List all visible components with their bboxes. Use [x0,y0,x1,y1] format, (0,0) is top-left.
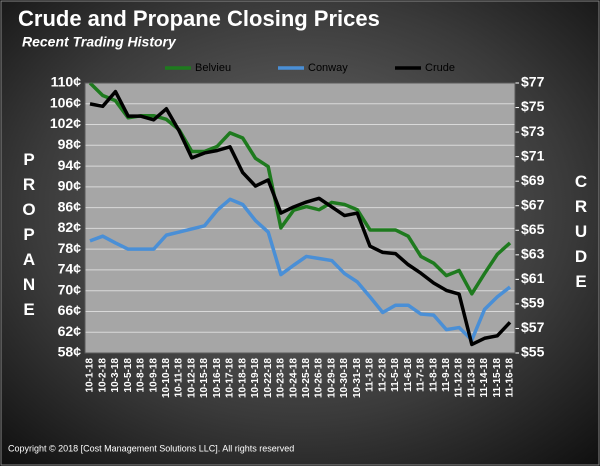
x-tick-label: 11-8-18 [428,358,439,392]
x-tick-label: 11-9-18 [441,358,452,392]
x-tick-label: 10-30-18 [339,358,350,398]
x-tick-label: 10-3-18 [110,358,121,393]
y-axis-title: PROPANE [20,150,39,325]
series-line [89,197,512,342]
x-tick-label: 11-2-18 [377,358,388,392]
x-tick-label: 11-6-18 [403,358,414,392]
y-tick-label: 90¢ [58,178,82,194]
y2-tick-label: $59 [521,295,545,311]
legend-label: Crude [425,62,455,74]
y2-tick-label: $71 [521,147,545,163]
x-tick-label: 11-1-18 [365,358,376,392]
x-tick-label: 10-9-18 [148,358,159,393]
series-line [89,89,512,347]
y-tick-label: 102¢ [50,115,81,131]
series-line [88,81,512,296]
y-tick-label: 94¢ [58,157,82,173]
x-tick-label: 11-5-18 [390,358,401,392]
y2-tick-label: $75 [521,98,545,114]
y2-tick-label: $69 [521,172,545,188]
y2-tick-label: $61 [521,270,545,286]
x-tick-label: 10-22-18 [263,358,274,398]
legend-label: Conway [308,62,348,74]
chart-layer: 58¢ 62¢ 66¢ 70¢ 74¢ 78¢ 82¢ 86¢ 90¢ 94¢ 98¢ 102¢ 106… [50,62,545,398]
x-tick-label: 10-31-18 [352,358,363,398]
x-tick-label: 11-16-18 [505,358,516,398]
x-tick-label: 10-1-18 [85,358,96,393]
y2-tick-label: $55 [521,344,545,360]
x-tick-label: 10-26-18 [314,358,325,398]
x-tick-label: 11-7-18 [416,358,427,392]
copyright: Copyright © 2018 [Cost Management Soluti… [8,443,294,453]
x-tick-label: 10-19-18 [250,358,261,398]
x-tick-label: 10-24-18 [288,358,299,398]
plot-area [85,83,515,353]
legend-label: Belvieu [195,62,231,74]
x-tick-label: 11-12-18 [454,358,465,398]
y-tick-label: 82¢ [58,219,82,235]
chart-title: Crude and Propane Closing Prices [18,6,380,31]
x-tick-label: 11-15-18 [492,358,503,398]
y2-tick-label: $63 [521,246,545,262]
x-tick-label: 11-13-18 [466,358,477,398]
y-tick-label: 70¢ [58,281,82,297]
x-tick-label: 10-25-18 [301,358,312,398]
x-tick-label: 10-11-18 [174,358,185,398]
y-tick-label: 78¢ [58,240,82,256]
y-tick-label: 86¢ [58,198,82,214]
x-tick-label: 10-15-18 [199,358,210,398]
x-tick-label: 10-5-18 [123,358,134,393]
y2-tick-label: $73 [521,123,545,139]
chart-subtitle: Recent Trading History [22,34,177,50]
y2-axis-title: CRUDE [572,172,591,297]
y-tick-label: 110¢ [51,74,82,90]
y-tick-label: 58¢ [58,344,82,360]
x-tick-label: 10-10-18 [161,358,172,398]
x-tick-label: 10-18-18 [237,358,248,398]
y-tick-label: 106¢ [50,94,81,110]
y-tick-label: 66¢ [58,302,82,318]
y-tick-label: 74¢ [58,261,82,277]
y2-tick-label: $57 [521,319,545,335]
x-tick-label: 10-23-18 [276,358,287,398]
y2-tick-label: $77 [521,74,545,90]
x-tick-label: 10-17-18 [225,358,236,398]
y2-tick-label: $65 [521,221,545,237]
x-tick-label: 10-8-18 [136,358,147,393]
plot-border [84,82,516,354]
y2-tick-label: $67 [521,196,545,212]
x-tick-label: 11-14-18 [479,358,490,398]
x-tick-label: 10-29-18 [326,358,337,398]
x-tick-label: 10-16-18 [212,358,223,398]
y-tick-label: 98¢ [58,136,82,152]
y-tick-label: 62¢ [58,323,82,339]
x-tick-label: 10-12-18 [186,358,197,398]
x-tick-label: 10-2-18 [97,358,108,393]
